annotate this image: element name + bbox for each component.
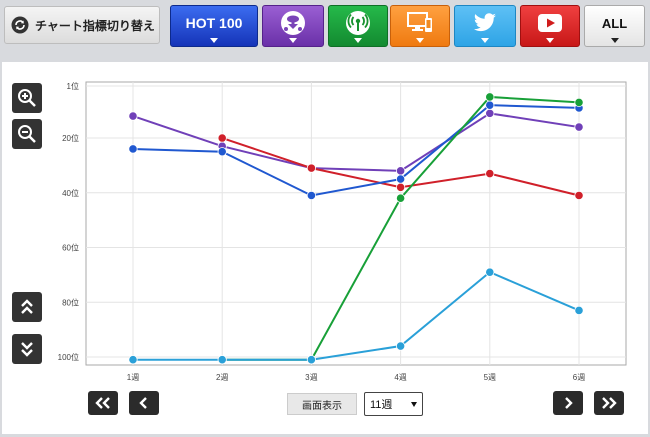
data-point[interactable]	[574, 305, 584, 316]
twitter-icon	[474, 13, 496, 32]
x-tick-label: 5週	[484, 373, 496, 382]
double-chevron-down-icon	[21, 342, 33, 357]
data-point[interactable]	[306, 163, 316, 173]
data-point[interactable]	[128, 144, 138, 154]
axis-labels: 1位 20位 40位 60位 80位 100位 1週 2週 3週 4週 5週 6週	[58, 81, 586, 382]
x-tick-label: 3週	[305, 373, 317, 382]
double-chevron-up-icon	[21, 299, 33, 314]
switch-icon	[11, 16, 29, 34]
download-icon	[281, 11, 305, 35]
data-point[interactable]	[485, 168, 495, 179]
data-point[interactable]	[128, 355, 138, 365]
chevron-down-icon	[210, 38, 218, 43]
data-point[interactable]	[485, 100, 495, 110]
view-label: 画面表示	[287, 393, 357, 415]
chevron-down-icon	[411, 402, 417, 407]
data-point[interactable]	[217, 133, 227, 143]
data-point[interactable]	[485, 108, 495, 118]
zoom-out-button[interactable]	[12, 119, 42, 149]
data-point[interactable]	[395, 193, 406, 203]
scroll-down-button[interactable]	[12, 334, 42, 364]
grid-lines	[86, 82, 626, 365]
double-chevron-right-icon	[602, 397, 617, 409]
weeks-select[interactable]: 11週	[364, 392, 423, 416]
scroll-up-button[interactable]	[12, 292, 42, 322]
radio-icon	[346, 11, 370, 35]
chart-toolbar: チャート指標切り替え HOT 100	[0, 0, 650, 52]
tab-radio[interactable]	[328, 5, 388, 47]
x-tick-label: 1週	[127, 373, 139, 382]
rank-line-chart: 1位 20位 40位 60位 80位 100位 1週 2週 3週 4週 5週 6週	[58, 81, 627, 382]
y-tick-label: 20位	[62, 133, 79, 143]
chevron-down-icon	[546, 38, 554, 43]
chevron-down-icon	[416, 38, 424, 43]
data-point[interactable]	[217, 355, 227, 365]
prev-page-button[interactable]	[129, 391, 159, 415]
zoom-in-icon	[18, 89, 36, 107]
chevron-down-icon	[354, 38, 362, 43]
y-tick-label: 80位	[62, 297, 79, 307]
tab-hot100-label: HOT 100	[185, 15, 243, 31]
data-point[interactable]	[395, 341, 406, 351]
tab-pc[interactable]	[390, 5, 450, 47]
weeks-select-value: 11週	[370, 399, 393, 411]
x-tick-label: 6週	[573, 373, 585, 382]
tab-youtube[interactable]	[520, 5, 580, 47]
data-point[interactable]	[217, 147, 227, 157]
y-tick-label: 1位	[67, 81, 79, 91]
series-lines	[128, 92, 584, 365]
tab-hot100[interactable]: HOT 100	[170, 5, 258, 47]
zoom-in-button[interactable]	[12, 83, 42, 113]
y-tick-label: 100位	[58, 352, 79, 362]
y-tick-label: 40位	[62, 188, 79, 198]
y-tick-label: 60位	[62, 243, 79, 253]
x-tick-label: 4週	[394, 373, 406, 382]
next-page-button[interactable]	[553, 391, 583, 415]
data-point[interactable]	[395, 174, 406, 184]
data-point[interactable]	[574, 190, 584, 201]
tab-twitter[interactable]	[454, 5, 516, 47]
pc-icon	[407, 12, 432, 32]
chevron-right-icon	[565, 397, 573, 409]
data-point[interactable]	[306, 190, 316, 201]
double-chevron-left-icon	[95, 397, 110, 409]
zoom-out-icon	[18, 125, 36, 143]
chevron-down-icon	[610, 38, 619, 43]
switch-label-text: チャート指標切り替え	[35, 18, 155, 33]
data-point[interactable]	[485, 267, 495, 277]
data-point[interactable]	[306, 355, 316, 365]
data-point[interactable]	[395, 182, 406, 192]
chevron-down-icon	[289, 38, 297, 43]
data-point[interactable]	[574, 97, 584, 108]
x-tick-label: 2週	[216, 373, 228, 382]
series-line-3	[132, 104, 580, 197]
chart-indicator-switch-label: チャート指標切り替え	[4, 6, 160, 44]
tab-all[interactable]: ALL	[584, 5, 645, 47]
data-point[interactable]	[485, 92, 495, 102]
series-line-5	[133, 270, 580, 361]
chevron-left-icon	[139, 397, 147, 409]
data-point[interactable]	[395, 166, 406, 176]
tab-all-label: ALL	[601, 15, 628, 31]
plot-area	[85, 81, 627, 366]
first-page-button[interactable]	[88, 391, 118, 415]
youtube-icon	[538, 14, 562, 32]
chevron-down-icon	[481, 38, 489, 43]
tab-download[interactable]	[262, 5, 324, 47]
data-point[interactable]	[574, 122, 584, 132]
data-point[interactable]	[128, 111, 138, 121]
series-line-1	[132, 112, 580, 172]
last-page-button[interactable]	[594, 391, 624, 415]
